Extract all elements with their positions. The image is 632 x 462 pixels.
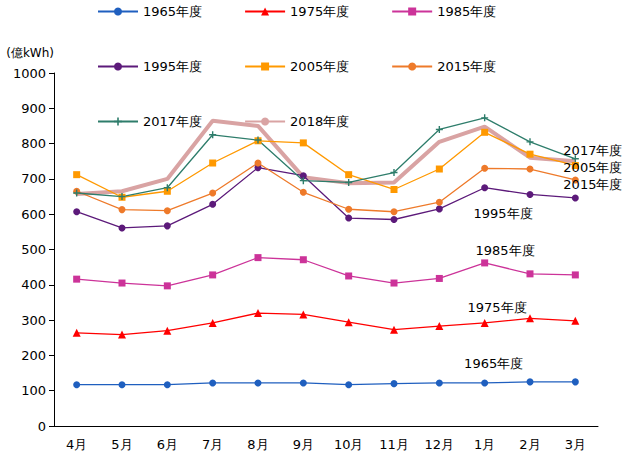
svg-text:5月: 5月 — [111, 437, 132, 452]
svg-text:1995年度: 1995年度 — [473, 206, 532, 221]
svg-text:4月: 4月 — [66, 437, 87, 452]
svg-text:1985年度: 1985年度 — [475, 243, 534, 258]
svg-text:1965年度: 1965年度 — [143, 4, 202, 19]
svg-text:11月: 11月 — [379, 437, 409, 452]
svg-text:100: 100 — [21, 383, 46, 398]
svg-text:1975年度: 1975年度 — [290, 4, 349, 19]
svg-text:8月: 8月 — [247, 437, 268, 452]
svg-text:2005年度: 2005年度 — [563, 160, 622, 175]
svg-text:2月: 2月 — [519, 437, 540, 452]
svg-text:500: 500 — [21, 242, 46, 257]
svg-text:900: 900 — [21, 101, 46, 116]
svg-text:2005年度: 2005年度 — [290, 59, 349, 74]
svg-text:10月: 10月 — [334, 437, 364, 452]
svg-text:1000: 1000 — [13, 66, 46, 81]
svg-text:800: 800 — [21, 136, 46, 151]
svg-text:2017年度: 2017年度 — [563, 143, 622, 158]
svg-text:0: 0 — [38, 419, 46, 434]
svg-text:1975年度: 1975年度 — [467, 300, 526, 315]
svg-text:1965年度: 1965年度 — [464, 356, 523, 371]
svg-text:1985年度: 1985年度 — [437, 4, 496, 19]
svg-text:6月: 6月 — [157, 437, 178, 452]
svg-text:2015年度: 2015年度 — [437, 59, 496, 74]
svg-text:1月: 1月 — [474, 437, 495, 452]
svg-text:2015年度: 2015年度 — [563, 177, 622, 192]
svg-text:700: 700 — [21, 171, 46, 186]
svg-text:200: 200 — [21, 348, 46, 363]
svg-text:2017年度: 2017年度 — [143, 114, 202, 129]
svg-text:12月: 12月 — [425, 437, 455, 452]
svg-text:7月: 7月 — [202, 437, 223, 452]
svg-text:600: 600 — [21, 207, 46, 222]
svg-text:1995年度: 1995年度 — [143, 59, 202, 74]
svg-text:9月: 9月 — [293, 437, 314, 452]
svg-text:3月: 3月 — [565, 437, 586, 452]
svg-text:2018年度: 2018年度 — [290, 114, 349, 129]
svg-text:300: 300 — [21, 313, 46, 328]
svg-text:400: 400 — [21, 277, 46, 292]
svg-text:(億kWh): (億kWh) — [6, 46, 54, 60]
